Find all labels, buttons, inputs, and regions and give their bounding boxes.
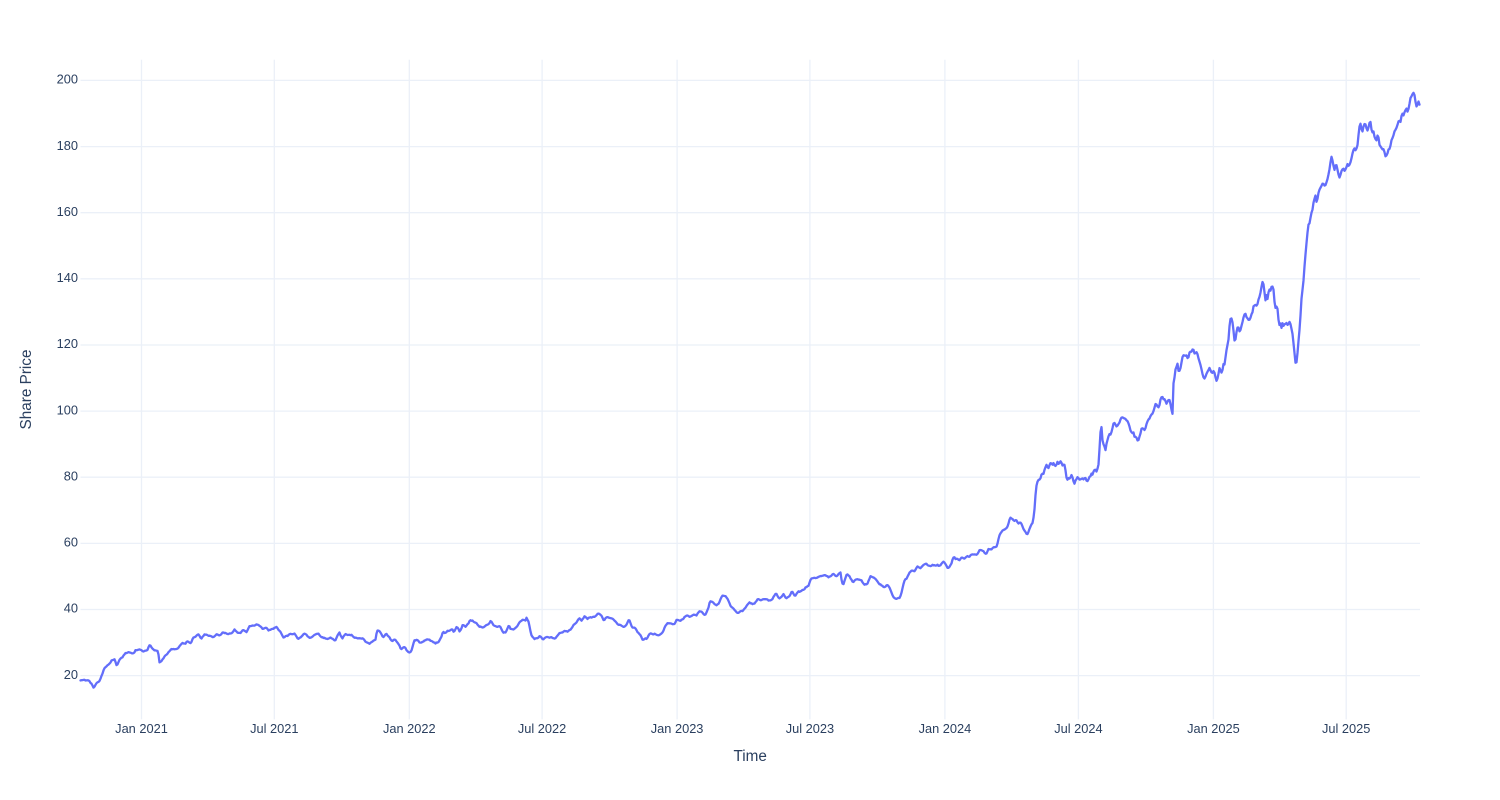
svg-text:Jan 2025: Jan 2025 [1187,721,1240,736]
svg-text:Jan 2021: Jan 2021 [115,721,168,736]
svg-text:Jan 2023: Jan 2023 [651,721,704,736]
svg-text:80: 80 [64,468,78,483]
svg-text:Jan 2024: Jan 2024 [919,721,972,736]
svg-text:Jul 2021: Jul 2021 [250,721,298,736]
svg-text:Jul 2025: Jul 2025 [1322,721,1370,736]
svg-text:160: 160 [57,204,78,219]
svg-text:Jan 2022: Jan 2022 [383,721,436,736]
svg-text:Jul 2022: Jul 2022 [518,721,566,736]
svg-text:Time: Time [733,748,766,765]
svg-text:180: 180 [57,138,78,153]
svg-text:100: 100 [57,402,78,417]
svg-text:40: 40 [64,601,78,616]
svg-text:Share Price: Share Price [18,350,35,430]
svg-text:200: 200 [57,72,78,87]
svg-text:20: 20 [64,667,78,682]
svg-text:60: 60 [64,535,78,550]
svg-text:Jul 2024: Jul 2024 [1054,721,1102,736]
svg-text:120: 120 [57,336,78,351]
svg-text:Jul 2023: Jul 2023 [786,721,834,736]
svg-text:140: 140 [57,270,78,285]
